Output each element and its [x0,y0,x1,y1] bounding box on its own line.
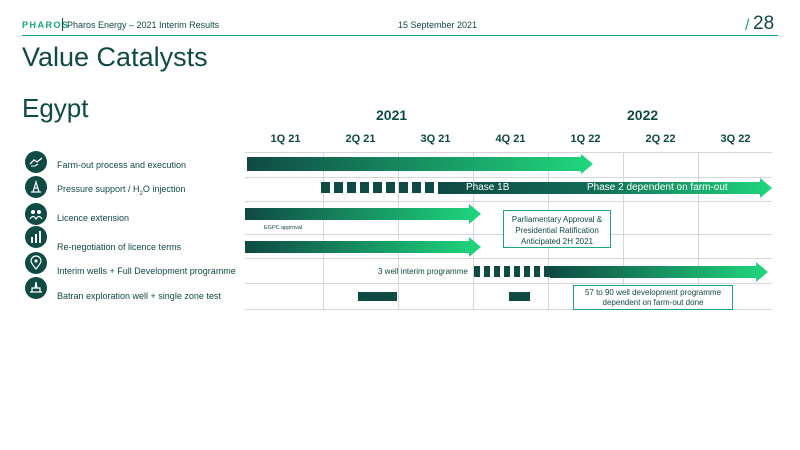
timeline-block [399,182,408,193]
drilling-rig-icon [25,277,47,299]
grid-line [245,201,772,202]
region-heading: Egypt [22,93,89,123]
phase1b-label: Phase 1B [466,182,510,193]
timeline-block [494,266,500,277]
people-icon [25,203,47,225]
row-label-licence-extension: Licence extension [57,213,130,223]
year-label-2021: 2021 [376,107,408,123]
timeline-block [425,182,434,193]
oil-rig-icon [25,176,47,198]
page-number-slash: / [745,17,750,34]
egpc-approval-label: EGPC approval [264,225,303,231]
grid-line [473,152,474,310]
licence-extension-arrow [245,204,481,224]
timeline-block [514,266,520,277]
grid-line [323,152,324,310]
header-rule [22,35,778,36]
timeline-block [373,182,382,193]
company-logo: PHAROS [22,20,70,30]
row-label-interim-wells: Interim wells + Full Development program… [57,266,236,276]
row-label-batran: Batran exploration well + single zone te… [57,291,221,301]
location-pin-icon [25,252,47,274]
timeline-block [334,182,343,193]
quarter-label: 1Q 22 [570,133,601,145]
quarter-label: 4Q 21 [495,133,526,145]
header-date: 15 September 2021 [398,20,478,30]
header-subtitle: Pharos Energy – 2021 Interim Results [67,20,220,30]
quarter-label: 3Q 21 [420,133,451,145]
quarter-label: 2Q 22 [645,133,676,145]
timeline-block [534,266,540,277]
bar-chart-icon [25,226,47,248]
handshake-icon [25,151,47,173]
timeline-block [358,292,397,301]
header-separator [62,18,63,31]
development-programme-arrow [550,262,768,282]
grid-line [623,152,624,310]
development-programme-note: 57 to 90 well development programme depe… [573,285,733,310]
timeline-block [474,266,480,277]
timeline-block [321,182,330,193]
grid-line [245,177,772,178]
quarter-label: 3Q 22 [720,133,751,145]
row-label-renegotiation: Re-negotiation of licence terms [57,242,182,252]
page-number: 28 [753,13,775,34]
farm-out-arrow [247,154,593,174]
timeline-block [484,266,490,277]
page-title: Value Catalysts [22,42,208,72]
timeline-block [386,182,395,193]
timeline-block [360,182,369,193]
quarter-label: 2Q 21 [345,133,376,145]
phase2-label: Phase 2 dependent on farm-out [587,182,728,193]
row-label-farm-out: Farm-out process and execution [57,160,187,170]
year-label-2022: 2022 [627,107,659,123]
timeline-block [347,182,356,193]
timeline-block [504,266,510,277]
grid-line [245,258,772,259]
grid-line [245,152,772,153]
grid-line [698,152,699,310]
timeline-block [544,266,550,277]
timeline-block [412,182,421,193]
timeline-block [524,266,530,277]
quarter-label: 1Q 21 [270,133,301,145]
grid-line [398,152,399,310]
renegotiation-arrow [245,237,481,257]
phase-arrow [438,178,772,198]
grid-line [245,309,772,310]
grid-line [245,283,772,284]
parliamentary-approval-note: Parliamentary Approval & Presidential Ra… [503,210,611,248]
interim-programme-label: 3 well interim programme [378,267,468,276]
row-label-pressure-support: Pressure support / H2O injection [57,184,186,197]
timeline-block [509,292,530,301]
